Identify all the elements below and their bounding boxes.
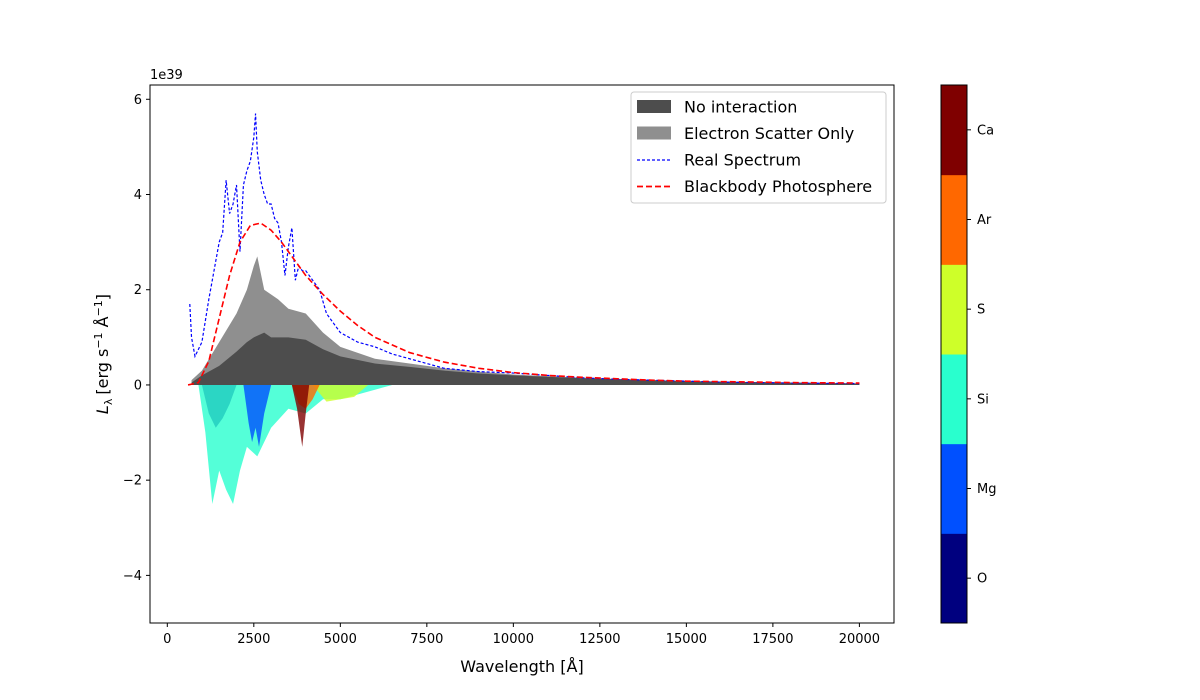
y-axis-title-subscript: λ [102, 398, 115, 405]
colorbar-label: Ca [977, 123, 994, 138]
line-layer [187, 113, 860, 386]
x-tick-label: 15000 [666, 632, 707, 647]
colorbar-segment-s [941, 264, 967, 355]
legend-label: Real Spectrum [684, 151, 801, 170]
colorbar-label: Ar [977, 213, 992, 228]
y-tick-label: −4 [123, 569, 142, 584]
x-axis: 0 2500 5000 7500 10000 12500 15000 17500 20000 [163, 623, 880, 647]
colorbar-segment-si [941, 354, 967, 445]
colorbar-label: O [977, 572, 987, 587]
legend-swatch [637, 126, 671, 140]
emission-area-layer [191, 256, 860, 385]
plot-area [187, 113, 860, 504]
colorbar-frame [940, 84, 968, 624]
y-axis-title-sup2: −1 [92, 300, 105, 316]
legend-box [630, 91, 887, 204]
x-tick-label: 20000 [839, 632, 880, 647]
colorbar-label: Mg [977, 482, 996, 497]
y-axis-title-symbol: L [93, 405, 112, 414]
absorption-area-ca [291, 384, 310, 447]
absorption-area-mg [243, 384, 272, 447]
y-tick-label: 6 [134, 93, 142, 108]
x-tick-label: 12500 [579, 632, 620, 647]
plot-frame [149, 84, 895, 624]
colorbar-segment-o [941, 533, 967, 624]
legend-swatch [637, 100, 671, 113]
y-axis-title-units-mid: Å [93, 316, 112, 332]
colorbar-segment-ca [941, 85, 967, 176]
legend: No interaction Electron Scatter Only Real … [630, 91, 887, 204]
x-tick-label: 7500 [410, 632, 443, 647]
y-tick-label: 0 [134, 378, 142, 393]
colorbar-label: S [977, 303, 985, 318]
colorbar-segment-ar [941, 174, 967, 265]
absorption-area-si [198, 384, 393, 504]
no-interaction-area [191, 332, 860, 385]
x-axis-title: Wavelength [Å] [460, 657, 583, 676]
y-axis-title-sup1: −1 [92, 332, 105, 348]
y-axis: −4 −2 0 2 4 6 [123, 93, 150, 584]
x-tick-label: 0 [163, 632, 171, 647]
absorption-layer [198, 384, 393, 504]
y-axis-title-close: ] [93, 294, 112, 300]
colorbar-label: Si [977, 392, 989, 407]
x-tick-label: 17500 [752, 632, 793, 647]
legend-label: Electron Scatter Only [684, 124, 854, 143]
y-tick-label: 2 [134, 283, 142, 298]
y-tick-label: 4 [134, 188, 142, 203]
legend-label: Blackbody Photosphere [684, 177, 872, 196]
y-scale-note: 1e39 [150, 68, 183, 83]
absorption-area-s [312, 384, 369, 402]
colorbar: O Mg Si S Ar Ca [940, 84, 996, 624]
x-tick-label: 2500 [237, 632, 270, 647]
y-tick-label: −2 [123, 474, 142, 489]
y-axis-title: Lλ[erg s−1 Å−1] [92, 294, 115, 414]
x-tick-label: 5000 [324, 632, 357, 647]
legend-label: No interaction [684, 98, 797, 117]
colorbar-segment-mg [941, 443, 967, 534]
y-axis-title-units: [erg s [93, 349, 112, 395]
x-tick-label: 10000 [493, 632, 534, 647]
